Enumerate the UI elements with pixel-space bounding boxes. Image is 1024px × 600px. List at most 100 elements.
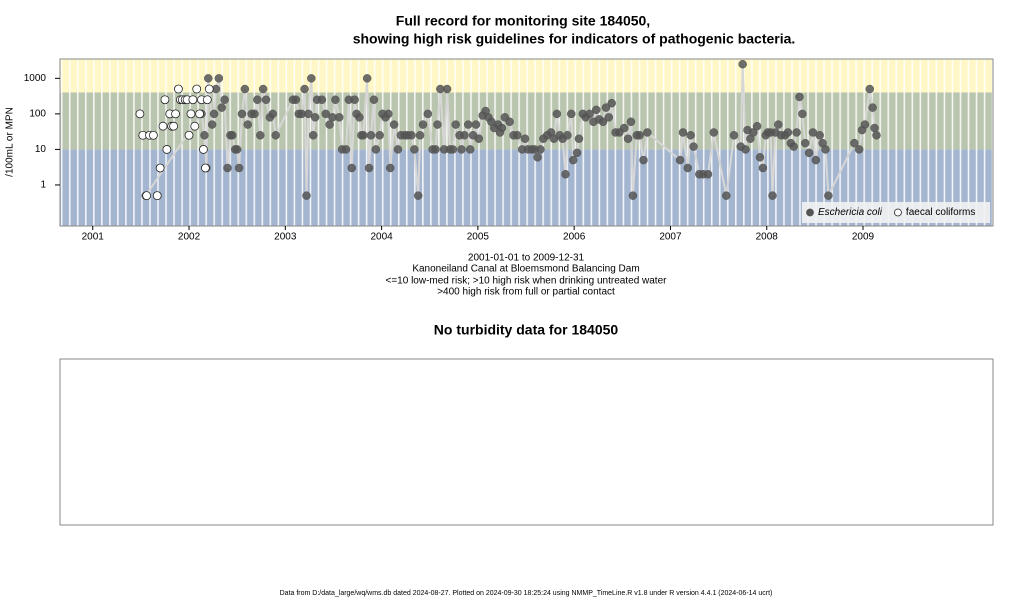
data-point — [232, 145, 242, 154]
data-point — [188, 95, 198, 105]
data-point — [384, 109, 393, 119]
data-point — [768, 191, 777, 200]
data-point — [240, 84, 250, 94]
y-axis-label: /100mL or MPN — [5, 107, 16, 177]
data-point — [460, 131, 469, 140]
data-point — [675, 155, 685, 165]
data-point — [868, 103, 877, 112]
data-point — [160, 95, 170, 105]
caption: >400 high risk from full or partial cont… — [437, 287, 615, 298]
caption: Kanoneiland Canal at Bloemsmond Balancin… — [412, 264, 639, 275]
legend-label: faecal coliforms — [906, 207, 975, 218]
data-point — [639, 155, 648, 165]
data-point — [200, 163, 210, 173]
data-point — [789, 142, 798, 151]
data-point — [207, 120, 217, 129]
data-point — [407, 131, 416, 140]
footer: Data from D:/data_large/wq/wms.db dated … — [280, 590, 773, 597]
chart-title: Full record for monitoring site 184050, — [396, 13, 650, 29]
data-point — [628, 191, 638, 200]
data-point — [635, 131, 644, 140]
data-point — [325, 120, 334, 129]
data-point — [755, 153, 765, 162]
data-point — [567, 109, 576, 119]
data-point — [463, 120, 473, 129]
data-point — [471, 120, 481, 129]
data-point — [758, 163, 768, 173]
data-point — [798, 109, 807, 119]
data-point — [190, 121, 200, 131]
data-point — [234, 163, 244, 173]
data-point — [592, 105, 601, 115]
data-point — [561, 170, 570, 179]
data-point — [415, 131, 425, 140]
data-point — [572, 148, 582, 158]
data-point — [300, 84, 309, 94]
data-point — [228, 131, 237, 140]
data-point — [331, 95, 340, 104]
data-point — [375, 131, 384, 140]
data-point — [536, 145, 545, 154]
data-point — [505, 117, 514, 127]
data-point — [752, 121, 762, 131]
data-point — [815, 131, 824, 140]
y-tick-label: 1000 — [24, 73, 47, 84]
data-point — [302, 191, 311, 200]
data-point — [792, 128, 801, 137]
data-point — [520, 134, 530, 143]
data-point — [598, 117, 608, 127]
data-point — [513, 131, 522, 140]
data-point — [321, 109, 330, 119]
data-point — [574, 134, 584, 143]
data-point — [783, 128, 793, 137]
data-point — [152, 191, 162, 201]
data-point — [350, 95, 359, 104]
data-point — [804, 148, 814, 158]
data-point — [865, 84, 875, 94]
data-point — [413, 191, 423, 200]
data-point — [774, 120, 783, 129]
x-tick-label: 2004 — [370, 232, 393, 243]
data-point — [689, 142, 698, 151]
data-point — [359, 131, 368, 140]
data-point — [729, 131, 739, 140]
data-point — [195, 109, 205, 119]
data-point — [854, 145, 864, 154]
plot-frame — [59, 58, 994, 227]
x-tick-label: 2002 — [178, 232, 201, 243]
data-point — [204, 84, 214, 94]
data-point — [448, 145, 458, 154]
data-point — [174, 84, 183, 94]
data-point — [431, 145, 440, 154]
data-point — [626, 117, 636, 127]
data-point — [271, 131, 280, 140]
data-point — [585, 109, 594, 119]
data-point — [223, 163, 232, 173]
x-tick-label: 2007 — [659, 232, 682, 243]
data-point — [870, 123, 879, 133]
data-point — [171, 109, 180, 119]
data-point — [261, 95, 271, 104]
data-point — [162, 145, 172, 154]
data-point — [204, 74, 213, 83]
data-point — [200, 131, 209, 140]
data-point — [741, 145, 750, 154]
legend-marker — [894, 208, 902, 217]
data-point — [683, 163, 693, 173]
data-point — [169, 121, 179, 131]
data-point — [362, 74, 372, 83]
legend-marker — [806, 208, 814, 217]
y-tick-label: 1 — [40, 180, 46, 191]
data-point — [749, 128, 758, 137]
data-point — [497, 123, 507, 133]
data-point — [389, 120, 399, 129]
data-point — [811, 155, 821, 165]
data-point — [371, 145, 381, 154]
data-point — [442, 84, 452, 94]
chart-subtitle: showing high risk guidelines for indicat… — [353, 31, 796, 47]
data-point — [186, 109, 196, 119]
data-point — [601, 103, 611, 112]
data-point — [850, 138, 859, 148]
data-point — [317, 95, 327, 104]
